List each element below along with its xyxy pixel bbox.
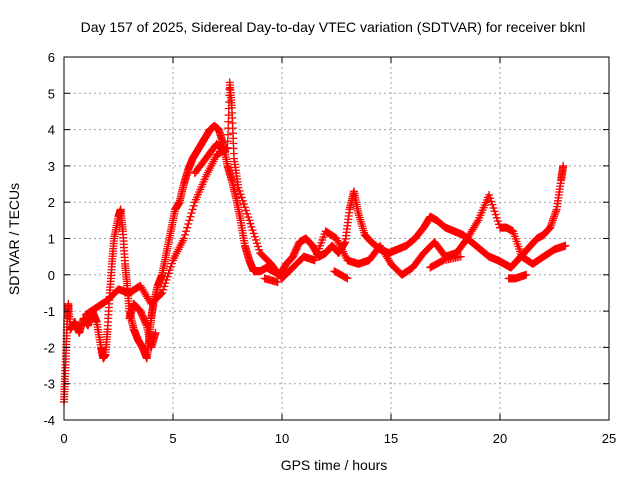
lower-tracks-point [142,320,151,329]
y-tick-label: -2 [43,340,55,355]
secondary-tracks-point [182,227,191,236]
main-track-point [546,223,555,232]
secondary-tracks-point [183,223,192,232]
secondary-tracks-point [561,241,570,250]
lower-tracks-point [343,274,352,283]
x-axis-label: GPS time / hours [281,457,388,473]
y-tick-label: 6 [48,50,55,65]
main-track-point [548,218,557,227]
y-tick-label: -4 [43,413,55,428]
lower-tracks-point [220,146,229,155]
y-axis-label: SDTVAR / TECUs [6,183,22,295]
y-tick-label: 1 [48,232,55,247]
x-tick-label: 25 [602,431,616,446]
lower-tracks-point [522,270,531,279]
lower-tracks-point [273,278,282,287]
main-track-point [548,216,557,225]
main-track-point [546,221,555,230]
y-tick-label: 4 [48,123,55,138]
x-tick-label: 0 [60,431,67,446]
secondary-tracks-point [179,234,188,243]
lower-tracks-point [221,147,230,156]
secondary-tracks-point [184,219,193,228]
main-track-point [550,212,559,221]
chart-title: Day 157 of 2025, Sidereal Day-to-day VTE… [81,19,586,35]
main-track-point [559,161,568,170]
y-tick-label: 0 [48,268,55,283]
axis-ticks: 0 5 10 15 20 25 -4 -3 -2 -1 0 1 2 3 4 5 6 [43,50,616,446]
secondary-tracks-point [180,230,189,239]
lower-tracks-point [456,252,465,261]
secondary-tracks-point [157,290,166,299]
lower-tracks-point [342,273,351,282]
data-points [60,78,570,406]
secondary-tracks-point [188,205,197,214]
y-tick-label: 3 [48,159,55,174]
main-track-point [550,210,559,219]
x-tick-label: 5 [169,431,176,446]
y-tick-label: 2 [48,195,55,210]
y-tick-label: -1 [43,304,55,319]
main-track-point [552,207,561,216]
y-tick-label: 5 [48,86,55,101]
x-tick-label: 20 [493,431,507,446]
x-tick-label: 15 [384,431,398,446]
secondary-tracks-point [473,218,482,227]
secondary-tracks-point [187,209,196,218]
main-track-point [549,214,558,223]
main-track-point [547,219,556,228]
secondary-tracks-point [185,216,194,225]
y-tick-label: -3 [43,377,55,392]
secondary-tracks-point [186,212,195,221]
lower-tracks-point [219,145,228,154]
x-tick-label: 10 [275,431,289,446]
lower-tracks-point [151,328,160,337]
secondary-tracks-point [189,201,198,210]
main-track-point [551,209,560,218]
